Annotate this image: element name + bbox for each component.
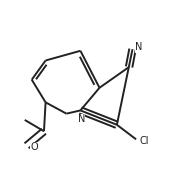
- Text: N: N: [78, 114, 85, 124]
- Text: Cl: Cl: [139, 136, 149, 146]
- Text: N: N: [135, 42, 143, 52]
- Text: O: O: [30, 142, 38, 152]
